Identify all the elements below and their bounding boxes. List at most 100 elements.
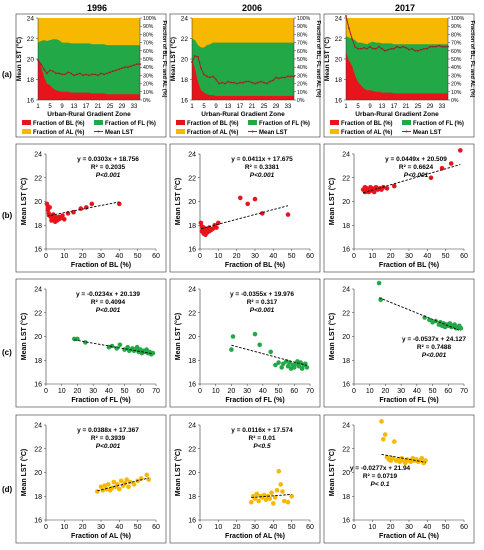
tick-label-x: 40	[115, 524, 123, 531]
tick-label-x: 25	[107, 104, 114, 110]
point-mean-lst	[251, 81, 253, 84]
x-axis-title: Fraction of BL (%)	[379, 262, 439, 269]
data-point	[274, 488, 280, 493]
legend-swatch	[330, 120, 339, 125]
y-axis-title: Mean LST (°C)	[174, 449, 182, 497]
data-point	[423, 458, 428, 463]
point-mean-lst	[408, 48, 410, 51]
x-axis-title: Fraction of AL (%)	[379, 533, 439, 540]
tick-label-x: 40	[115, 253, 123, 260]
tick-label-y: 16	[188, 518, 196, 525]
tick-label-x: 9	[368, 104, 372, 110]
point-mean-lst	[212, 75, 214, 78]
data-point	[210, 226, 216, 232]
point-mean-lst	[230, 81, 232, 84]
tick-label-y: 18	[188, 494, 196, 501]
data-point	[378, 297, 384, 303]
data-point	[100, 488, 106, 493]
point-mean-lst	[423, 47, 425, 50]
data-point	[95, 489, 100, 494]
row-label-b: (b)	[2, 211, 13, 220]
data-point	[106, 482, 111, 487]
equation-label: y = -0.0277x + 21.94	[350, 465, 411, 472]
tick-label-x: 20	[79, 524, 87, 531]
trend-line	[251, 493, 292, 498]
legend-label: Fraction of AL (%)	[33, 130, 84, 136]
tick-label-y: 22	[34, 446, 42, 453]
tick-label-right: 50%	[451, 57, 462, 63]
tick-label-right: 80%	[451, 32, 462, 38]
tick-label-left: 24	[181, 16, 189, 23]
tick-label-x: 60	[460, 253, 468, 260]
tick-label-right: 60%	[297, 49, 308, 55]
tick-label-left: 24	[27, 16, 35, 23]
panel-b-2017: 16 18 20 22 24 0 10 20 30 40 50 60 Fraction of BL (%…	[323, 143, 475, 273]
data-point	[392, 439, 397, 444]
tick-label-y: 18	[188, 358, 196, 365]
tick-label-y: 22	[188, 446, 196, 453]
point-mean-lst	[287, 75, 289, 78]
row-label-a: (a)	[2, 70, 12, 79]
tick-label-x: 0	[198, 524, 202, 531]
tick-label-y: 20	[342, 334, 350, 341]
data-point	[109, 343, 115, 349]
point-mean-lst	[103, 73, 105, 76]
point-mean-lst	[121, 67, 123, 70]
legend-swatch	[402, 120, 411, 125]
panel-border	[169, 414, 321, 544]
tick-label-x: 70	[460, 388, 468, 395]
y-axis-title: Mean LST (°C)	[20, 313, 28, 361]
point-mean-lst	[402, 45, 404, 48]
data-point	[111, 479, 117, 485]
point-mean-lst	[435, 45, 437, 48]
point-mean-lst	[263, 81, 265, 84]
tick-label-x: 21	[403, 104, 410, 110]
tick-label-x: 40	[269, 524, 277, 531]
point-mean-lst	[393, 47, 395, 50]
point-mean-lst	[133, 64, 135, 67]
point-mean-lst	[233, 81, 235, 84]
p-value-label: P<0.001	[404, 172, 429, 179]
tick-label-y: 18	[188, 223, 196, 230]
x-axis-title: Fraction of BL (%)	[71, 262, 131, 269]
tick-label-right: 50%	[143, 57, 154, 63]
tick-label-x: 50	[121, 388, 129, 395]
r-squared-label: R² = 0.0719	[363, 473, 398, 480]
point-mean-lst	[40, 63, 42, 66]
data-point	[273, 362, 278, 368]
point-mean-lst	[82, 74, 84, 77]
tick-label-right: 60%	[143, 49, 154, 55]
tick-label-y: 18	[34, 358, 42, 365]
point-mean-lst	[411, 47, 413, 50]
panel-border	[15, 143, 167, 273]
tick-label-x: 40	[105, 388, 113, 395]
point-mean-lst	[58, 72, 60, 75]
tick-label-x: 9	[60, 104, 64, 110]
point-mean-lst	[61, 73, 63, 76]
tick-label-y: 22	[342, 446, 350, 453]
data-point	[146, 477, 151, 482]
x-axis-title: Fraction of FL (%)	[71, 397, 130, 404]
panel-a-2017: 16 18 20 22 24 0% 10% 20% 30% 40% 50% 60% 70% 80% 90% 1…	[323, 13, 475, 138]
data-point	[245, 201, 250, 207]
point-mean-lst	[429, 45, 431, 48]
tick-label-x: 10	[368, 524, 376, 531]
data-point	[382, 432, 388, 437]
data-point	[124, 477, 129, 482]
point-mean-lst	[76, 73, 78, 76]
tick-label-left: 22	[27, 36, 35, 43]
point-mean-lst	[109, 71, 111, 74]
x-axis-title: Fraction of AL (%)	[225, 533, 285, 540]
p-value-label: P< 0.1	[371, 481, 390, 488]
tick-label-x: 17	[83, 104, 90, 110]
tick-label-y: 22	[342, 310, 350, 317]
equation-label: y = 0.0388x + 17.367	[77, 427, 139, 434]
tick-label-x: 20	[233, 253, 241, 260]
point-mean-lst	[73, 74, 75, 77]
data-point	[256, 498, 262, 504]
point-mean-lst	[345, 15, 347, 17]
data-point	[268, 349, 274, 355]
legend-label: Mean LST	[259, 130, 288, 136]
trend-line	[74, 339, 153, 355]
